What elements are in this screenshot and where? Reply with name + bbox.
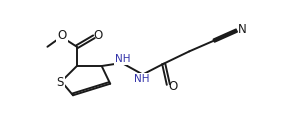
Text: O: O [168,80,178,93]
Text: NH: NH [134,74,150,84]
Text: O: O [93,30,102,42]
Text: NH: NH [115,54,130,64]
Text: S: S [56,76,63,90]
Text: N: N [238,23,246,36]
Text: O: O [58,30,67,42]
